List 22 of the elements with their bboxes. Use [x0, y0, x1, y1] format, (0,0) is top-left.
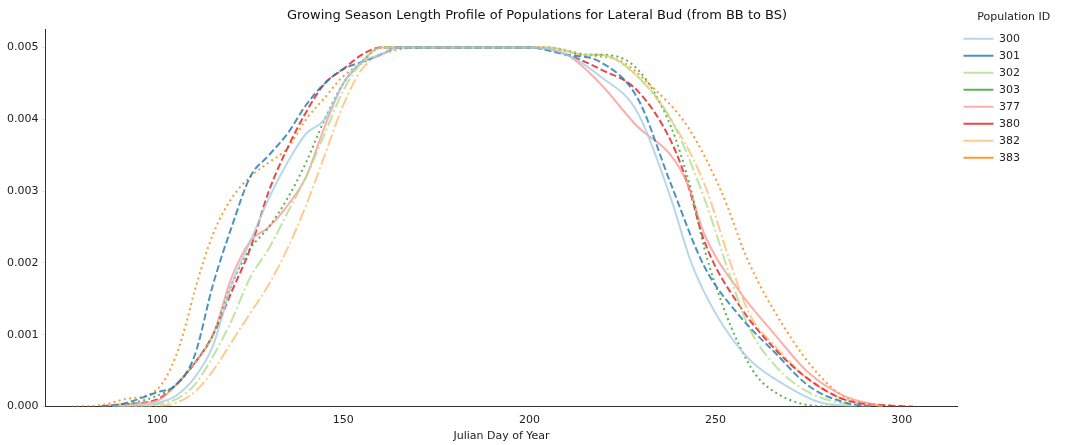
x-tick-label: 200	[518, 413, 540, 427]
y-tick-label: 0.002	[6, 255, 39, 269]
legend-label: 301	[999, 48, 1020, 62]
x-tick-label: 250	[705, 413, 727, 427]
legend-title: Population ID	[977, 10, 1051, 24]
y-tick-label: 0.000	[6, 399, 39, 413]
legend-label: 380	[999, 116, 1020, 130]
legend-label: 303	[999, 82, 1020, 96]
y-tick-label: 0.001	[6, 327, 39, 341]
legend-label: 377	[999, 99, 1020, 113]
x-tick-label: 300	[891, 413, 913, 427]
legend-label: 300	[999, 31, 1020, 45]
y-tick-label: 0.004	[6, 112, 39, 126]
x-tick-label: 150	[332, 413, 354, 427]
y-tick-label: 0.005	[6, 40, 39, 54]
legend-label: 302	[999, 65, 1020, 79]
x-axis-title: Julian Day of Year	[452, 429, 551, 443]
legend-label: 382	[999, 133, 1020, 147]
chart-title: Growing Season Length Profile of Populations for Lateral Bud (from BB to BS)	[286, 7, 788, 23]
x-tick-label: 100	[146, 413, 168, 427]
y-tick-label: 0.003	[6, 184, 39, 198]
legend-label: 383	[999, 150, 1020, 164]
